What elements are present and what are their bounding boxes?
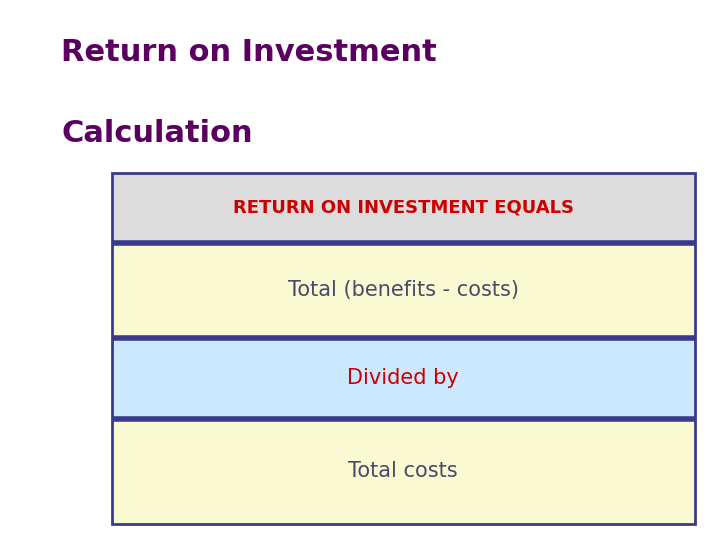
Bar (112, 173, 695, 524)
Text: RETURN ON INVESTMENT EQUALS: RETURN ON INVESTMENT EQUALS (233, 199, 574, 217)
Bar (112, 418, 695, 524)
Text: Total (benefits - costs): Total (benefits - costs) (288, 280, 518, 300)
Bar (112, 173, 695, 243)
Text: Divided by: Divided by (347, 368, 459, 388)
Text: Calculation: Calculation (61, 119, 253, 148)
Text: Return on Investment: Return on Investment (61, 38, 437, 67)
Bar (112, 243, 695, 338)
Text: Total costs: Total costs (348, 461, 458, 481)
Bar (112, 338, 695, 418)
